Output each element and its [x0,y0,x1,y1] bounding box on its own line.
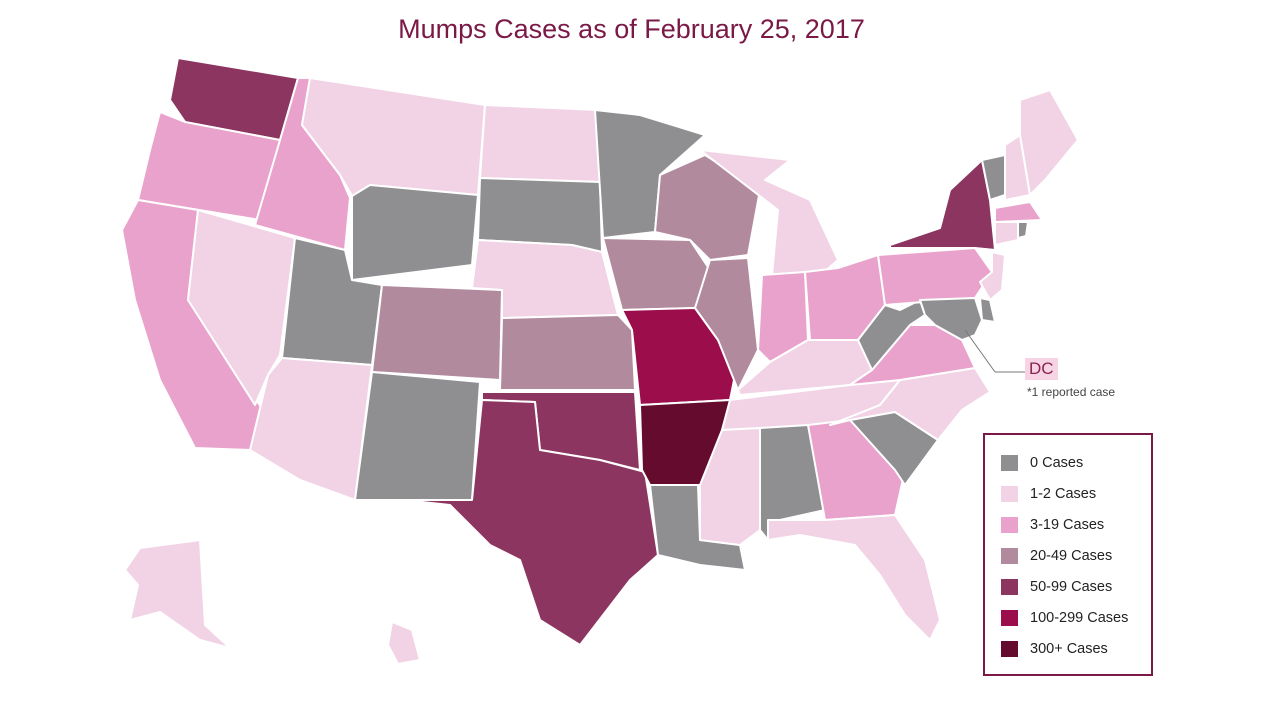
state-mi[interactable] [699,149,839,281]
state-hi[interactable] [387,621,421,665]
state-ri[interactable] [1017,221,1029,239]
legend-label: 50-99 Cases [1030,579,1113,595]
dc-leader-line [964,329,996,373]
legend-label: 300+ Cases [1030,641,1108,657]
state-ia[interactable] [602,237,711,311]
state-ak[interactable] [124,539,231,649]
state-tx[interactable] [403,399,659,646]
state-nm[interactable] [354,371,481,501]
legend-label: 1-2 Cases [1030,486,1097,502]
state-co[interactable] [371,284,503,381]
map-title: Mumps Cases as of February 25, 2017 [398,14,865,44]
legend-swatch [1001,517,1018,533]
legend-swatch [1001,548,1018,564]
legend-item: 300+ Cases [1001,639,1108,659]
legend: 0 Cases 1-2 Cases 3-19 Cases 20-49 Cases 50-… [983,433,1153,676]
dc-label: DC [1025,358,1058,380]
legend-label: 20-49 Cases [1030,548,1113,564]
state-la[interactable] [649,484,746,571]
legend-swatch [1001,455,1018,471]
legend-label: 0 Cases [1030,455,1084,471]
legend-item: 50-99 Cases [1001,577,1112,597]
state-me[interactable] [1019,89,1079,196]
state-de[interactable] [979,297,996,323]
state-ct[interactable] [994,221,1019,246]
legend-item: 20-49 Cases [1001,546,1112,566]
state-ny[interactable] [889,159,996,251]
state-ks[interactable] [499,314,636,391]
state-fl[interactable] [767,514,941,641]
legend-item: 1-2 Cases [1001,484,1096,504]
legend-item: 3-19 Cases [1001,515,1104,535]
state-wy[interactable] [351,184,479,281]
state-pa[interactable] [877,247,993,306]
legend-item: 0 Cases [1001,453,1083,473]
legend-item: 100-299 Cases [1001,608,1128,628]
legend-label: 100-299 Cases [1030,610,1129,626]
legend-label: 3-19 Cases [1030,517,1105,533]
dc-footnote: *1 reported case [1027,385,1116,399]
state-md[interactable] [919,297,983,341]
legend-swatch [1001,641,1018,657]
legend-swatch [1001,486,1018,502]
legend-swatch [1001,579,1018,595]
state-nd[interactable] [479,104,601,183]
legend-swatch [1001,610,1018,626]
state-ma[interactable] [994,201,1043,223]
state-az[interactable] [249,357,373,501]
